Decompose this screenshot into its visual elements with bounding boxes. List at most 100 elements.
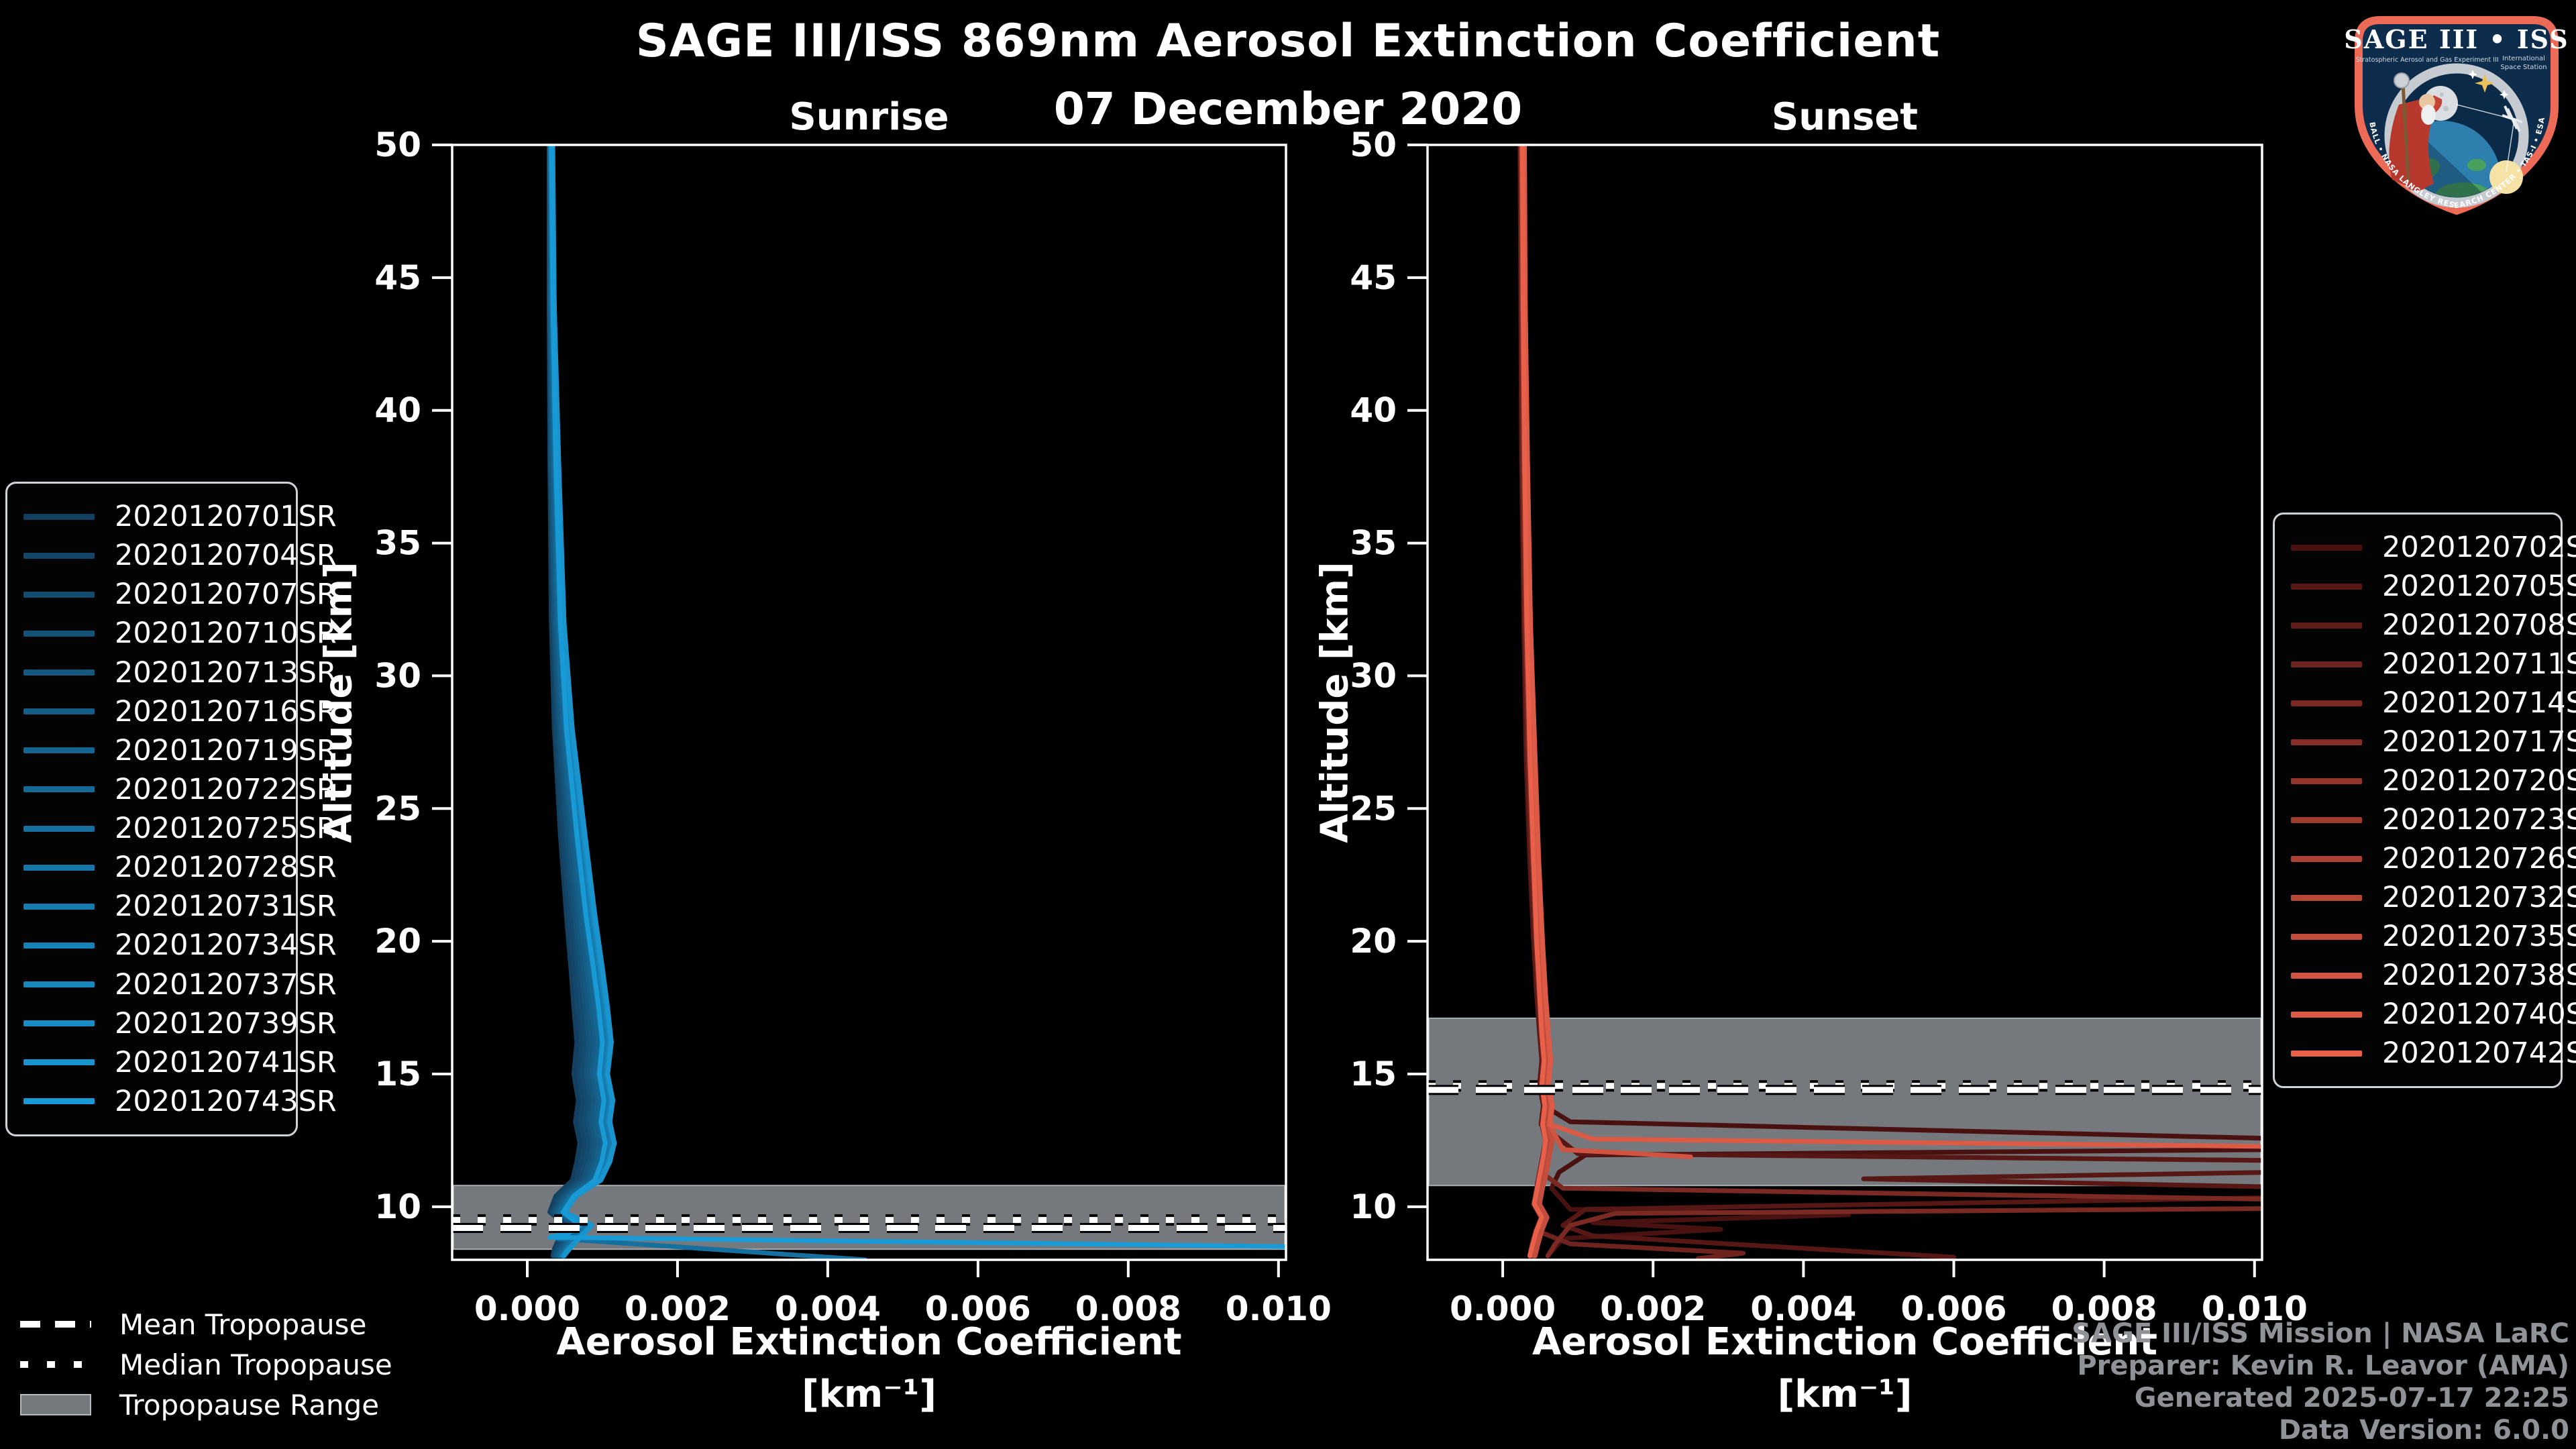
series-line-2020120742SS (1519, 145, 1548, 1258)
legend-swatch (23, 825, 95, 832)
legend-item: 2020120717SS (2291, 722, 2576, 761)
legend-item: 2020120738SS (2291, 956, 2576, 995)
sunrise-x-axis-unit: [km⁻¹] (802, 1373, 936, 1416)
legend-label: 2020120723SS (2382, 803, 2576, 837)
legend-label: 2020120714SS (2382, 686, 2576, 720)
x-tick-label: 0.008 (1075, 1289, 1181, 1328)
legend-swatch (23, 786, 95, 793)
legend-label: 2020120707SR (115, 578, 337, 612)
legend-label: 2020120735SS (2382, 920, 2576, 953)
legend-label: 2020120728SR (115, 851, 337, 885)
legend-swatch (23, 1059, 95, 1066)
legend-item: 2020120723SS (2291, 800, 2576, 839)
legend-label: 2020120725SR (115, 812, 337, 845)
star-icon (2475, 74, 2495, 93)
x-tick-label: 0.008 (2051, 1289, 2157, 1328)
legend-label: 2020120713SR (115, 655, 337, 690)
sunset-legend: 2020120702SS 2020120705SS 2020120708SS 2020… (2273, 513, 2576, 1088)
sunset-x-axis-label: Aerosol Extinction Coefficient (1532, 1320, 2158, 1364)
y-tick-label: 35 (1350, 524, 1397, 563)
legend-item: 2020120726SS (2291, 839, 2576, 878)
legend-label: 2020120734SR (115, 928, 337, 963)
legend-label: 2020120737SR (115, 967, 337, 1002)
legend-label: 2020120716SR (115, 694, 337, 729)
legend-item: 2020120741SR (23, 1043, 337, 1082)
legend-label: 2020120738SS (2382, 959, 2576, 992)
legend-label: 2020120717SS (2382, 725, 2576, 759)
page-date: 07 December 2020 (1053, 83, 1523, 135)
legend-item: 2020120743SR (23, 1082, 337, 1121)
legend-label: Median Tropopause (119, 1348, 392, 1381)
legend-label: 2020120719SR (115, 733, 337, 767)
y-tick-label: 20 (374, 922, 421, 961)
legend-label: 2020120722SR (115, 772, 337, 806)
legend-label: 2020120740SS (2382, 998, 2576, 1031)
legend-swatch (2291, 1011, 2362, 1018)
legend-label: 2020120726SS (2382, 842, 2576, 875)
legend-swatch (23, 903, 95, 910)
legend-item: 2020120719SR (23, 731, 337, 770)
legend-item: 2020120702SS (2291, 528, 2576, 567)
legend-item: 2020120731SR (23, 887, 337, 926)
tropopause-legend: Mean Tropopause Median Tropopause Tropop… (20, 1308, 392, 1430)
x-tick-label: 0.004 (775, 1289, 881, 1328)
legend-item: 2020120735SS (2291, 917, 2576, 956)
legend-label: 2020120741SR (115, 1045, 337, 1079)
legend-label: 2020120742SS (2382, 1036, 2576, 1070)
legend-swatch (23, 591, 95, 598)
x-tick-label: 0.010 (1226, 1289, 1332, 1328)
median-tropopause-swatch (20, 1361, 91, 1368)
legend-swatch (2291, 739, 2362, 745)
legend-swatch (2291, 777, 2362, 784)
legend-label: 2020120705SS (2382, 570, 2576, 603)
legend-item: 2020120707SR (23, 575, 337, 614)
legend-label: 2020120720SS (2382, 764, 2576, 798)
tropopause-range-swatch (20, 1394, 91, 1415)
x-tick-label: 0.000 (1450, 1289, 1556, 1328)
legend-swatch (2291, 1050, 2362, 1057)
legend-item: 2020120716SR (23, 692, 337, 731)
legend-item: 2020120734SR (23, 926, 337, 965)
legend-label: 2020120708SS (2382, 608, 2576, 642)
legend-swatch (2291, 661, 2362, 667)
legend-item: 2020120739SR (23, 1004, 337, 1043)
sunrise-x-axis-label: Aerosol Extinction Coefficient (556, 1320, 1182, 1364)
legend-swatch (2291, 700, 2362, 706)
x-tick-label: 0.002 (1600, 1289, 1706, 1328)
legend-item: 2020120714SS (2291, 684, 2576, 722)
legend-label: 2020120731SR (115, 890, 337, 924)
series-line-2020120740SS (1522, 145, 2262, 1149)
legend-item: Median Tropopause (20, 1348, 392, 1381)
legend-swatch (23, 669, 95, 676)
legend-swatch (23, 981, 95, 987)
sunrise-panel-title: Sunrise (789, 95, 949, 139)
legend-swatch (2291, 622, 2362, 629)
legend-swatch (23, 1020, 95, 1027)
legend-item: 2020120742SS (2291, 1034, 2576, 1073)
legend-item: 2020120708SS (2291, 606, 2576, 645)
legend-swatch (2291, 933, 2362, 940)
legend-swatch (2291, 816, 2362, 823)
sight-lines (2456, 104, 2515, 172)
y-tick-label: 35 (374, 524, 421, 563)
y-tick-label: 15 (374, 1055, 421, 1093)
legend-label: 2020120739SR (115, 1006, 337, 1040)
series-line-2020120738SS (1521, 145, 1693, 1159)
legend-label: 2020120710SR (115, 616, 337, 651)
x-tick-label: 0.006 (1900, 1289, 2006, 1328)
sunrise-profile-lines (547, 145, 1286, 1260)
y-tick-label: 10 (1350, 1187, 1397, 1226)
patch-title: SAGE III • ISS (2344, 24, 2569, 54)
legend-swatch (23, 864, 95, 871)
y-tick-label: 40 (374, 391, 421, 430)
legend-swatch (23, 747, 95, 754)
credit-line: SAGE III/ISS Mission | NASA LaRC (2072, 1318, 2569, 1349)
legend-label: 2020120711SS (2382, 647, 2576, 681)
legend-label: 2020120732SS (2382, 881, 2576, 914)
legend-item: Tropopause Range (20, 1389, 392, 1421)
legend-item: Mean Tropopause (20, 1308, 392, 1341)
legend-swatch (23, 630, 95, 637)
sun-icon (2489, 160, 2523, 194)
credit-line: Preparer: Kevin R. Leavor (AMA) (2077, 1350, 2569, 1381)
